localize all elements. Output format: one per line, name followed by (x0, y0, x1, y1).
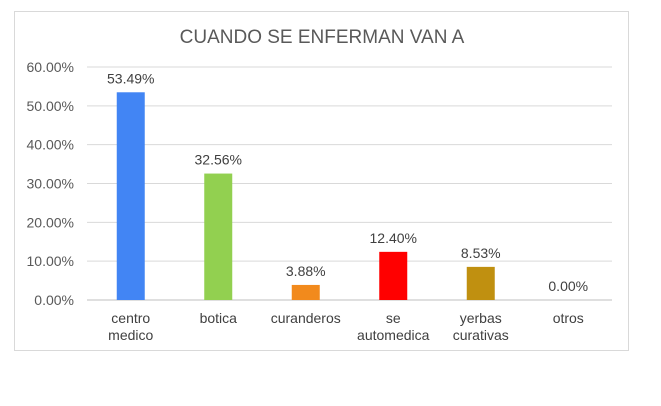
x-category-label: se automedica (357, 310, 430, 343)
gridlines (87, 66, 612, 301)
chart-frame (14, 11, 629, 351)
y-axis-ticks: 0.00% 10.00% 20.00% 30.00% 40.00% 50.00% 60.00… (27, 59, 74, 308)
chart-title: CUANDO SE ENFERMAN VAN A (180, 27, 465, 48)
y-tick-label: 50.00% (27, 98, 74, 114)
bar (466, 266, 495, 300)
data-label: 8.53% (461, 245, 501, 261)
x-category-label: botica (200, 310, 238, 326)
data-label: 53.49% (107, 70, 154, 86)
y-tick-label: 10.00% (27, 253, 74, 269)
data-label: 0.00% (548, 278, 588, 294)
x-category-label: otros (553, 310, 584, 326)
x-category-label: centro medico (108, 310, 153, 343)
data-label: 12.40% (370, 230, 417, 246)
y-tick-label: 30.00% (27, 176, 74, 192)
bar (291, 284, 320, 300)
bar (204, 173, 233, 300)
y-tick-label: 60.00% (27, 59, 74, 75)
data-label: 32.56% (195, 152, 242, 168)
data-labels: 53.49% 32.56% 3.88% 12.40% 8.53% 0.00% (107, 70, 588, 294)
x-category-label: curanderos (271, 310, 341, 326)
bars (116, 92, 495, 300)
data-label: 3.88% (286, 263, 326, 279)
bar (116, 92, 145, 300)
bar (379, 251, 408, 300)
x-category-label: yerbas curativas (453, 310, 509, 343)
x-axis-categories: centro medico botica curanderos se automedica… (108, 310, 584, 343)
y-tick-label: 20.00% (27, 214, 74, 230)
y-tick-label: 40.00% (27, 137, 74, 153)
y-tick-label: 0.00% (34, 292, 74, 308)
